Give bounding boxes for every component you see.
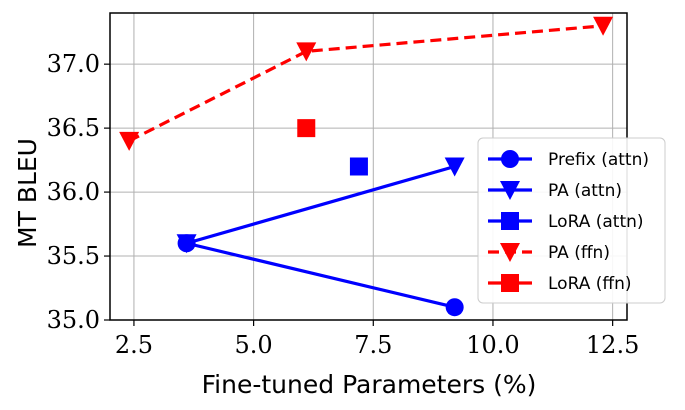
y-tick-label: 35.0 [47,306,100,334]
legend-label: LoRA (attn) [548,212,644,232]
y-tick-label: 36.5 [47,114,100,142]
x-tick-label: 7.5 [354,331,392,359]
x-tick-label: 5.0 [235,331,273,359]
legend-box [477,137,666,304]
series-pa-ffn [119,16,614,151]
series-lora-ffn [297,119,316,138]
series-prefix-attn [177,234,464,317]
legend-label: Prefix (attn) [548,150,649,170]
legend-entry: LoRA (ffn) [488,274,631,294]
x-axis-title: Fine-tuned Parameters (%) [202,370,537,399]
legend-label: PA (ffn) [548,243,610,263]
legend: Prefix (attn) PA (attn) LoRA (attn) PA (ffn… [477,137,666,304]
legend-marker [500,181,520,200]
x-tick-label: 10.0 [466,331,519,359]
axis-ticks: 2.5 5.0 7.5 10.0 12.5 35.0 35.5 36.0 36.5 37.0 [47,50,640,359]
series-line [186,164,456,245]
legend-marker [500,243,520,262]
x-tick-label: 2.5 [115,331,153,359]
data-point [119,131,140,151]
legend-marker [501,212,519,230]
y-tick-label: 35.5 [47,242,100,270]
series-line [128,24,604,143]
data-point [349,157,368,176]
series-pa-attn [176,157,465,254]
data-point [176,234,197,254]
x-tick-label: 12.5 [586,331,639,359]
data-point [445,298,464,317]
legend-label: LoRA (ffn) [548,274,631,294]
data-point [593,16,614,36]
y-axis-title: MT BLEU [13,138,42,248]
series-layer [119,16,614,317]
data-point [297,119,316,138]
legend-entry: PA (ffn) [488,243,610,263]
series-line [186,241,456,309]
legend-entry: LoRA (attn) [488,212,644,232]
legend-entry: Prefix (attn) [488,150,649,170]
y-tick-label: 36.0 [47,178,100,206]
y-tick-label: 37.0 [47,50,100,78]
data-point [444,157,465,177]
legend-entry: PA (attn) [488,181,622,201]
legend-marker [501,150,519,168]
data-point [296,42,317,62]
series-lora-attn [349,157,368,176]
legend-marker [501,274,519,292]
legend-label: PA (attn) [548,181,622,201]
